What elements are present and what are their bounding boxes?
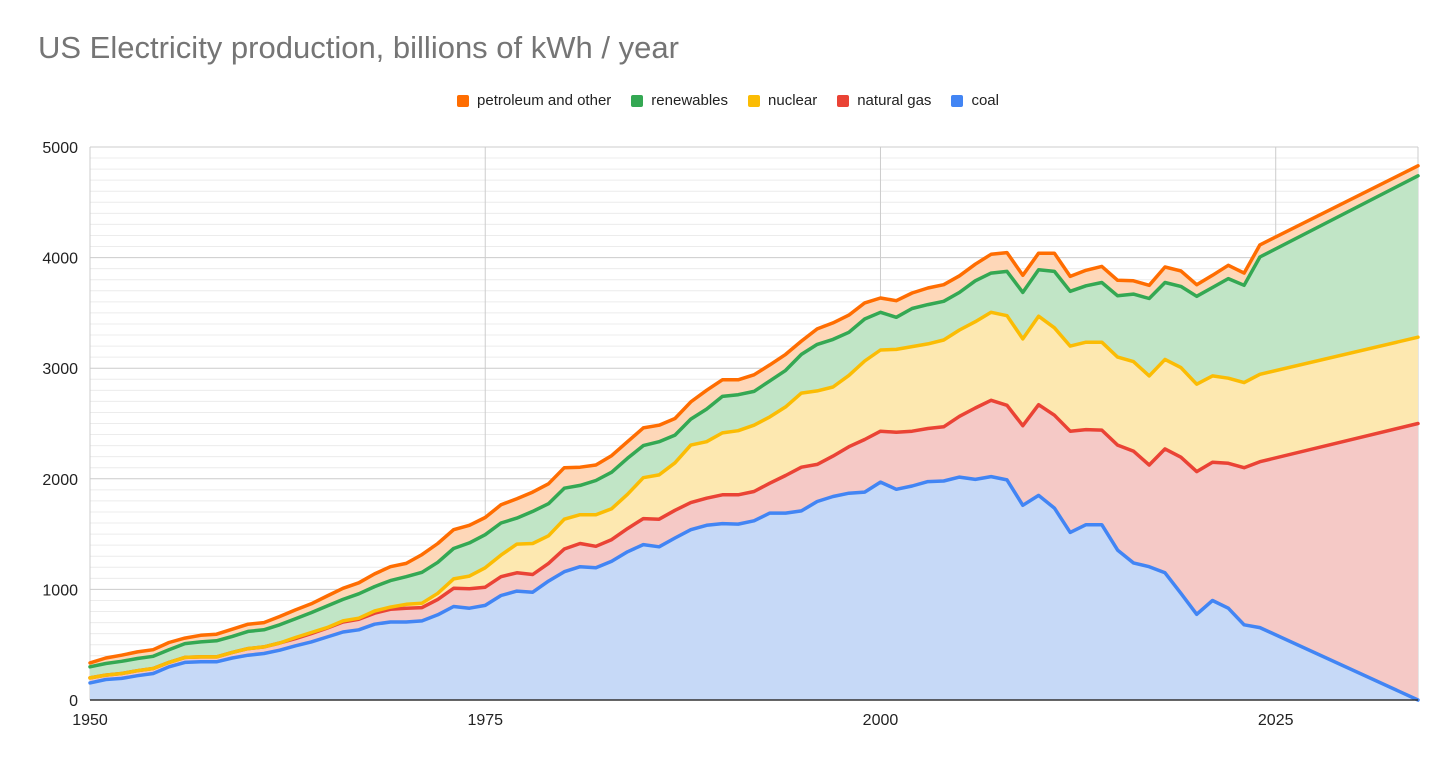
legend-item-nuclear[interactable]: nuclear: [748, 92, 817, 109]
legend-swatch-nuclear: [748, 94, 761, 107]
area-nuclear: [90, 312, 1418, 678]
y-tick-label: 2000: [42, 472, 78, 489]
stacked-areas: [90, 165, 1418, 700]
legend-label-natural-gas: natural gas: [857, 92, 932, 109]
x-tick-label: 1950: [72, 712, 108, 729]
y-tick-label: 5000: [42, 140, 78, 157]
line-renewables: [88, 174, 1420, 669]
y-tick-label: 1000: [42, 582, 78, 599]
legend-label-nuclear: nuclear: [768, 92, 818, 109]
x-tick-label: 1975: [467, 712, 503, 729]
x-tick-label: 2000: [863, 712, 899, 729]
line-nuclear: [88, 310, 1420, 680]
y-tick-label: 0: [69, 693, 78, 710]
legend-item-coal[interactable]: coal: [951, 92, 999, 109]
area-coal: [90, 476, 1418, 700]
area-renewables: [90, 175, 1418, 678]
legend-label-renewables: renewables: [651, 92, 729, 109]
legend-label-coal: coal: [971, 92, 999, 109]
series-lines: [88, 164, 1420, 702]
y-tick-label: 4000: [42, 251, 78, 268]
line-petroleum-and-other: [88, 164, 1420, 665]
legend-swatch-coal: [951, 94, 964, 107]
legend-item-natural-gas[interactable]: natural gas: [837, 92, 931, 109]
legend-item-renewables[interactable]: renewables: [631, 92, 728, 109]
legend-swatch-petroleum: [457, 94, 470, 107]
x-tick-label: 2025: [1258, 712, 1294, 729]
legend-swatch-natural-gas: [837, 94, 850, 107]
chart-title: US Electricity production, billions of k…: [38, 30, 679, 65]
legend-item-petroleum[interactable]: petroleum and other: [457, 92, 611, 109]
legend-swatch-renewables: [631, 94, 644, 107]
legend-label-petroleum: petroleum and other: [477, 92, 612, 109]
legend: petroleum and other renewables nuclear n…: [0, 92, 1456, 109]
area-natural-gas: [90, 400, 1418, 700]
tick-labels: 0 1000 2000 3000 4000 5000 1950 1975 2000 2025: [42, 140, 1293, 729]
y-tick-label: 3000: [42, 361, 78, 378]
line-coal: [88, 474, 1420, 702]
